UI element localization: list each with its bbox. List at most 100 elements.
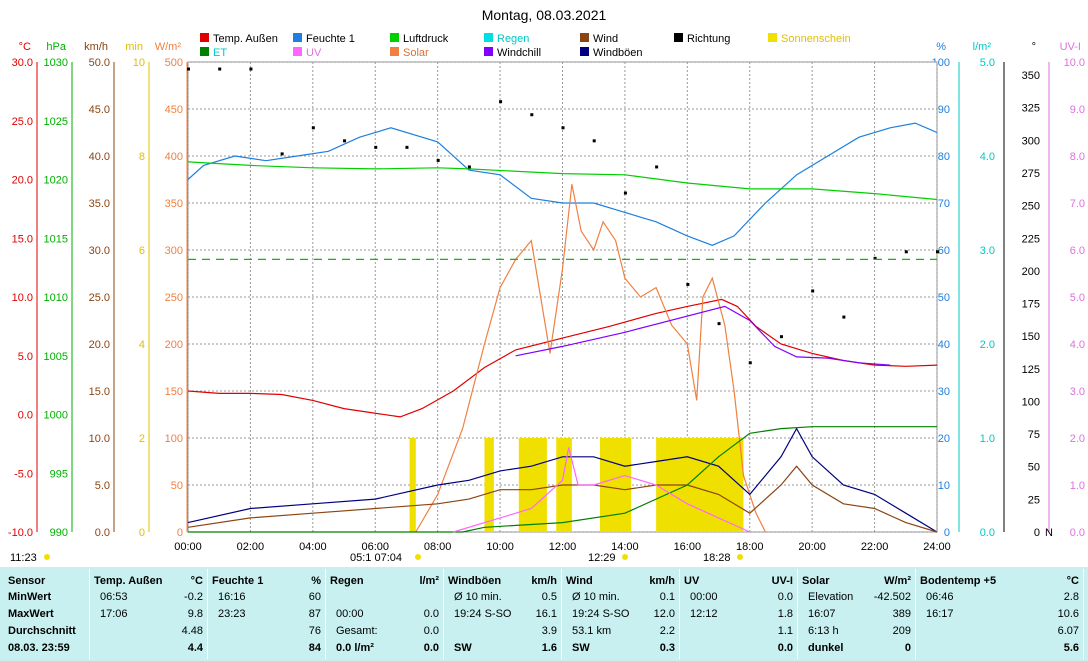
tick-label: 0: [177, 527, 183, 539]
tick-label: 150: [165, 386, 183, 398]
tick-label: 300: [165, 245, 183, 257]
tick-label: 10: [938, 480, 950, 492]
sunshine-block: [599, 438, 632, 532]
tick-label: 0.0: [1070, 527, 1085, 539]
series-layer: [187, 67, 939, 533]
panel-row: [330, 591, 443, 607]
panel-row-label: 12:12: [690, 608, 718, 620]
panel-header-label: Bodentemp +5: [920, 575, 997, 587]
panel-header-label: Wind: [566, 575, 593, 587]
panel-column: Bodentemp +5 °C 06:46 2.8 16:17 10.6 6.07 5.6: [920, 569, 1084, 659]
tick-label: 3.0: [980, 245, 995, 257]
tick-label: 0: [1034, 527, 1040, 539]
tick-label: 250: [1022, 201, 1040, 213]
panel-column: Temp. Außen °C 06:53 -0.2 17:06 9.8 4.48 4.4: [94, 569, 208, 659]
tick-label: 9.0: [1070, 104, 1085, 116]
tick-label: 2: [139, 433, 145, 445]
panel-row: 6.07: [920, 625, 1083, 641]
tick-label: 5.0: [1070, 292, 1085, 304]
tick-label: 15.0: [89, 386, 110, 398]
legend-swatch: [580, 47, 589, 56]
tick-label: 0: [944, 527, 950, 539]
panel-row: 6:13 h 209: [802, 625, 915, 641]
panel-row-label: 00:00: [336, 608, 364, 620]
axis-unit-wm2: W/m²: [155, 41, 182, 53]
direction-point: [779, 335, 783, 339]
panel-row-label: Gesamt:: [336, 625, 378, 637]
tick-label: 10.0: [12, 292, 33, 304]
tick-label: 1.0: [980, 433, 995, 445]
panel-row-label: Ø 10 min.: [572, 591, 620, 603]
panel-row-label: SW: [454, 642, 472, 654]
legend-swatch: [674, 33, 683, 42]
panel-row: dunkel 0: [802, 642, 915, 658]
panel-row-value: 209: [892, 625, 911, 637]
tick-label: 1020: [44, 175, 68, 187]
tick-label: 5.0: [980, 57, 995, 69]
direction-point: [873, 256, 877, 260]
direction-point: [530, 113, 534, 117]
time-tick-label: 22:00: [861, 541, 889, 553]
legend-label: ET: [213, 47, 227, 59]
panel-row-value: 2.8: [1063, 591, 1079, 603]
direction-point: [904, 250, 908, 254]
direction-point: [811, 289, 815, 293]
tick-label: 1005: [44, 351, 68, 363]
panel-row: 3.9: [448, 625, 561, 641]
time-axis: 00:00 02:00 04:00 06:00 08:00 10:00 12:00 14:00…: [174, 541, 951, 553]
tick-label: 25: [1028, 494, 1040, 506]
tick-label: 2.0: [1070, 433, 1085, 445]
tick-label: 1015: [44, 233, 68, 245]
panel-row-value: 0.1: [659, 591, 675, 603]
panel-row-label: 17:06: [100, 608, 128, 620]
summary-panel: Sensor MinWert MaxWert Durchschnitt 08.03. 2…: [0, 567, 1088, 661]
panel-row-value: 4.48: [181, 625, 203, 637]
panel-row-value: 1.6: [541, 642, 557, 654]
panel-row-label: 19:24 S-SO: [572, 608, 630, 620]
direction-point: [623, 191, 627, 195]
tick-label: 200: [165, 339, 183, 351]
tick-label: 1030: [44, 57, 68, 69]
panel-row-value: 10.6: [1057, 608, 1079, 620]
panel-row: 12:12 1.8: [684, 608, 797, 624]
panel-row: SW 0.3: [566, 642, 679, 658]
panel-row-label: 06:53: [100, 591, 128, 603]
direction-point: [311, 126, 315, 130]
panel-header-label: Temp. Außen: [94, 575, 163, 587]
time-tick-label: 12:00: [549, 541, 577, 553]
panel-row: Ø 10 min. 0.1: [566, 591, 679, 607]
tick-label: 30.0: [89, 245, 110, 257]
panel-column: Regen l/m² 00:00 0.0 Gesamt: 0.0 0.0 l/m² 0.0: [330, 569, 444, 659]
tick-label: 175: [1022, 299, 1040, 311]
tick-label: 35.0: [89, 198, 110, 210]
legend-swatch: [390, 47, 399, 56]
legend-swatch: [390, 33, 399, 42]
tick-label: 275: [1022, 168, 1040, 180]
panel-row-label: 6:13 h: [808, 625, 839, 637]
grid: [187, 61, 938, 533]
panel-row-value: 0.0: [777, 642, 793, 654]
tick-label: 1000: [44, 410, 68, 422]
axis-unit-uvi: UV-I: [1060, 41, 1081, 53]
tick-label: 0.0: [980, 527, 995, 539]
panel-row-value: 5.6: [1063, 642, 1079, 654]
time-tick-label: 04:00: [299, 541, 327, 553]
sun-marks: 11:23 05:1 07:04 12:29 18:28: [10, 552, 743, 564]
direction-point: [218, 67, 222, 71]
legend-swatch: [200, 47, 209, 56]
panel-header-label: Regen: [330, 575, 364, 587]
tick-label: 100: [165, 433, 183, 445]
legend-label: Richtung: [687, 33, 730, 45]
direction-point: [936, 250, 939, 254]
panel-header: Regen l/m²: [330, 575, 443, 591]
panel-row-value: -42.502: [873, 591, 911, 603]
panel-row-value: 0: [904, 642, 911, 654]
panel-header-unit: l/m²: [419, 575, 439, 587]
panel-row-value: 9.8: [187, 608, 203, 620]
panel-row-value: 16.1: [535, 608, 557, 620]
panel-row-label: 08.03. 23:59: [8, 642, 70, 654]
legend-label: Luftdruck: [403, 33, 449, 45]
tick-label: 20: [938, 433, 950, 445]
legend-label: UV: [306, 47, 322, 59]
legend-label: Windböen: [593, 47, 643, 59]
